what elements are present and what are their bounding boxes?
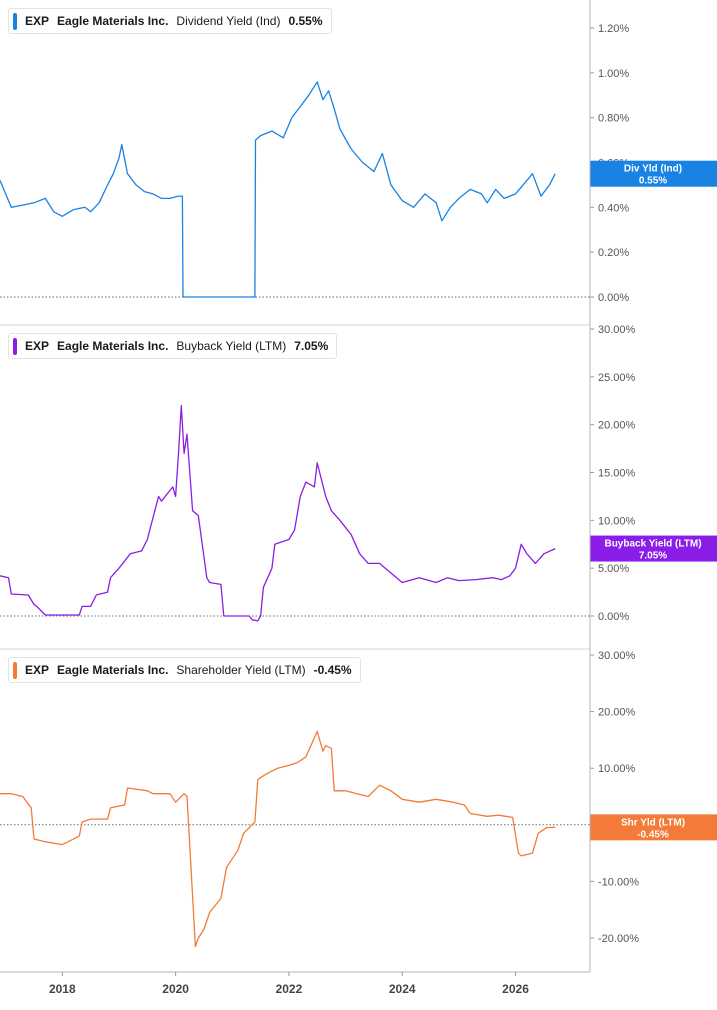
legend-company: Eagle Materials Inc. bbox=[57, 339, 169, 353]
legend-metric: Dividend Yield (Ind) bbox=[176, 14, 281, 28]
value-tag-value: -0.45% bbox=[637, 829, 669, 840]
y-tick-label: 0.20% bbox=[598, 247, 629, 259]
y-tick-label: 20.00% bbox=[598, 420, 636, 432]
y-tick-label: 0.40% bbox=[598, 202, 629, 214]
legend-swatch bbox=[13, 12, 17, 30]
legend-swatch bbox=[13, 337, 17, 355]
value-tag bbox=[590, 535, 717, 562]
legend-shareholder-yield: EXP Eagle Materials Inc. Shareholder Yie… bbox=[8, 657, 361, 683]
legend-ticker: EXP bbox=[25, 663, 50, 677]
y-tick-label: 1.00% bbox=[598, 68, 629, 80]
legend-company: Eagle Materials Inc. bbox=[57, 14, 169, 28]
y-tick-label: 30.00% bbox=[598, 324, 636, 336]
value-tag-label: Div Yld (Ind) bbox=[624, 164, 682, 175]
legend-value: 7.05% bbox=[294, 339, 329, 353]
y-tick-label: 10.00% bbox=[598, 515, 636, 527]
y-tick-label: 0.80% bbox=[598, 113, 629, 125]
y-tick-label: -10.00% bbox=[598, 876, 639, 888]
y-tick-label: 1.20% bbox=[598, 23, 629, 35]
legend-buyback-yield: EXP Eagle Materials Inc. Buyback Yield (… bbox=[8, 333, 338, 359]
y-tick-label: 25.00% bbox=[598, 372, 636, 384]
legend-value: 0.55% bbox=[288, 14, 323, 28]
y-tick-label: 0.00% bbox=[598, 292, 629, 304]
x-tick-label: 2024 bbox=[389, 982, 416, 996]
y-tick-label: 10.00% bbox=[598, 763, 636, 775]
value-tag bbox=[590, 814, 717, 841]
legend-metric: Buyback Yield (LTM) bbox=[176, 339, 287, 353]
value-tag-value: 0.55% bbox=[639, 176, 667, 187]
x-tick-label: 2026 bbox=[502, 982, 529, 996]
legend-dividend-yield: EXP Eagle Materials Inc. Dividend Yield … bbox=[8, 8, 332, 34]
series-line bbox=[0, 404, 556, 622]
y-tick-label: 0.00% bbox=[598, 611, 629, 623]
y-tick-label: -20.00% bbox=[598, 933, 639, 945]
x-tick-label: 2018 bbox=[49, 982, 76, 996]
legend-swatch bbox=[13, 661, 17, 679]
series-line bbox=[0, 81, 556, 298]
legend-company: Eagle Materials Inc. bbox=[57, 663, 169, 677]
y-tick-label: 5.00% bbox=[598, 563, 629, 575]
value-tag-value: 7.05% bbox=[639, 551, 667, 562]
y-tick-label: 20.00% bbox=[598, 707, 636, 719]
series-line bbox=[0, 730, 556, 948]
legend-ticker: EXP bbox=[25, 339, 50, 353]
x-tick-label: 2020 bbox=[162, 982, 189, 996]
value-tag-label: Shr Yld (LTM) bbox=[621, 817, 685, 828]
legend-ticker: EXP bbox=[25, 14, 50, 28]
legend-value: -0.45% bbox=[313, 663, 352, 677]
legend-metric: Shareholder Yield (LTM) bbox=[176, 663, 306, 677]
value-tag-label: Buyback Yield (LTM) bbox=[604, 539, 701, 550]
value-tag bbox=[590, 160, 717, 187]
y-tick-label: 30.00% bbox=[598, 650, 636, 662]
x-tick-label: 2022 bbox=[276, 982, 303, 996]
y-tick-label: 15.00% bbox=[598, 468, 636, 480]
